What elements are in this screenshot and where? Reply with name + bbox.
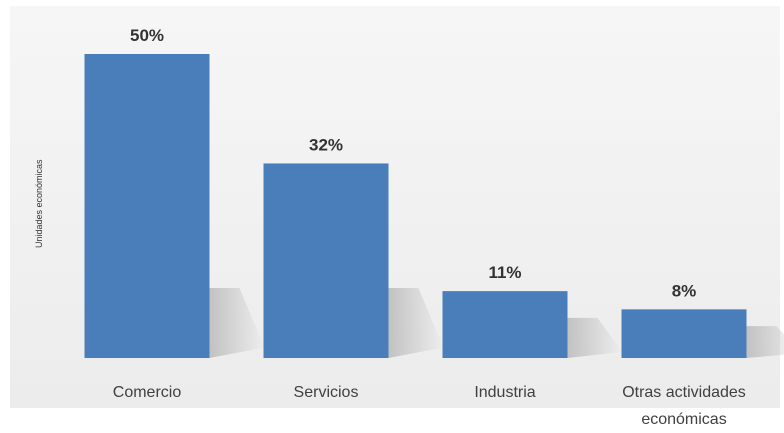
bar [442,291,568,358]
bar [263,163,389,358]
data-label: 32% [309,135,343,154]
y-axis-label: Unidades económicas [34,159,44,248]
x-tick-label: Otras actividades [622,384,746,401]
x-tick-label: Comercio [113,384,182,401]
x-tick-label: Industria [474,384,535,401]
bar-shadow [746,326,784,358]
bar-shadow [567,317,623,358]
bar-shadow [209,288,265,358]
data-label: 50% [130,26,164,45]
bar [621,309,747,358]
bar [84,54,210,358]
bar-shadow [388,288,444,358]
data-label: 8% [672,281,697,300]
data-label: 11% [488,263,521,282]
x-tick-label: Servicios [294,384,359,401]
x-tick-label: económicas [641,411,726,428]
